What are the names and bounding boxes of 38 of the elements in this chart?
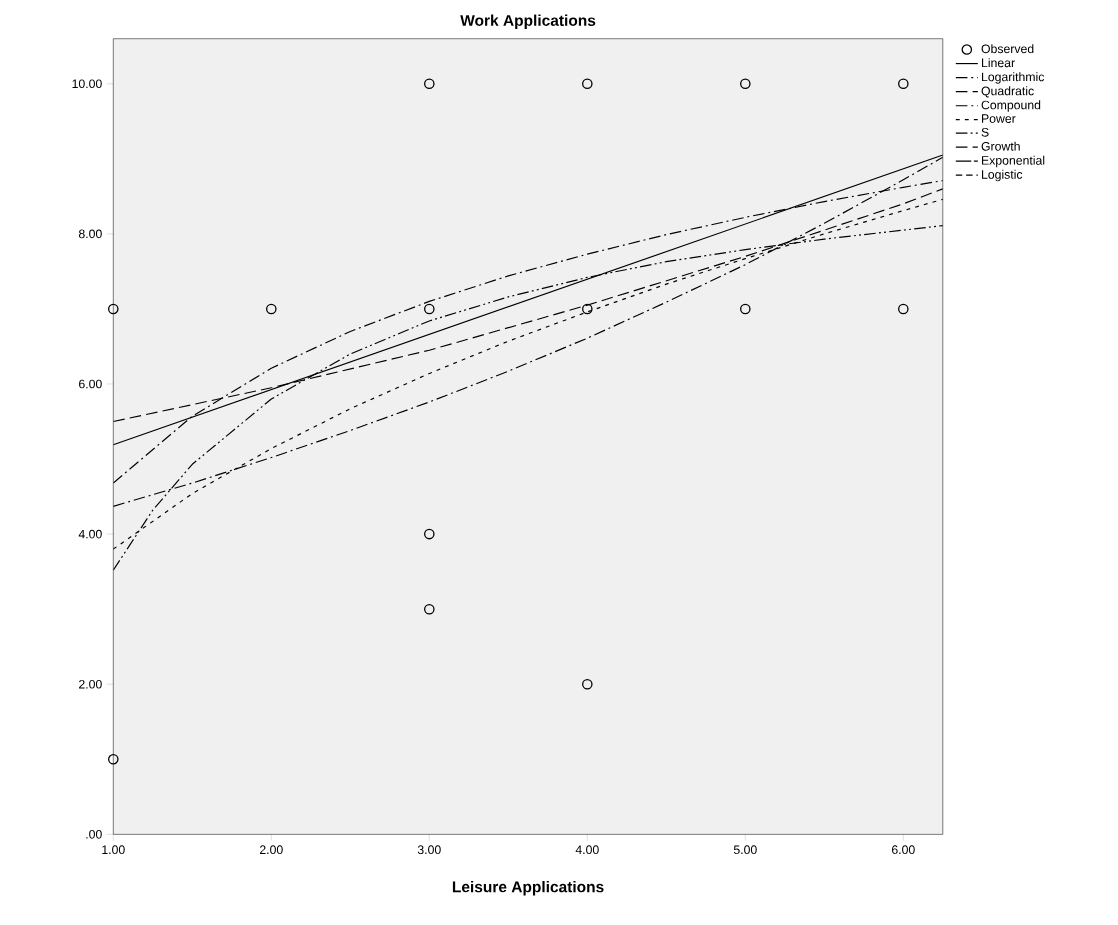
point	[582, 303, 593, 315]
legend-label: Compound	[981, 100, 1041, 112]
point	[898, 303, 909, 315]
legend-label: Exponential	[982, 155, 1045, 167]
point	[582, 78, 593, 89]
y-tick-label: .00	[86, 829, 102, 839]
x-tick-label: 4.00	[575, 845, 599, 854]
x-tick-label: 6.00	[892, 845, 915, 854]
legend-label: Logistic	[982, 169, 1023, 182]
x-tick-label: 5.00	[733, 845, 757, 854]
point	[266, 303, 277, 315]
x-tick-label: 2.00	[259, 845, 283, 854]
legend-label: S	[981, 127, 989, 137]
point	[108, 303, 119, 315]
x-axis-title: Leisure Applications	[452, 880, 604, 896]
x-tick-label: 3.00	[417, 845, 441, 854]
point	[424, 303, 435, 315]
y-tick-label: 10.00	[72, 79, 102, 88]
legend-label: Logarithmic	[982, 72, 1045, 84]
x-tick-label: 1.00	[102, 845, 125, 854]
point	[740, 78, 751, 89]
y-tick-label: 6.00	[79, 379, 102, 389]
point	[898, 78, 909, 89]
legend-label: Growth	[981, 141, 1020, 151]
legend-label: Linear	[982, 58, 1015, 68]
legend-label: Power	[982, 114, 1016, 123]
legend-label: Observed	[981, 43, 1034, 53]
y-tick-label: 8.00	[78, 229, 102, 239]
point	[582, 678, 593, 690]
y-tick-label: 2.00	[79, 679, 102, 689]
point	[108, 753, 119, 765]
point	[424, 603, 435, 615]
legend-label: Quadratic	[981, 86, 1034, 98]
point	[740, 303, 751, 315]
point	[424, 78, 435, 89]
y-tick-label: 4.00	[78, 529, 102, 539]
chart-title: Work Applications	[460, 14, 596, 29]
point	[424, 528, 435, 540]
